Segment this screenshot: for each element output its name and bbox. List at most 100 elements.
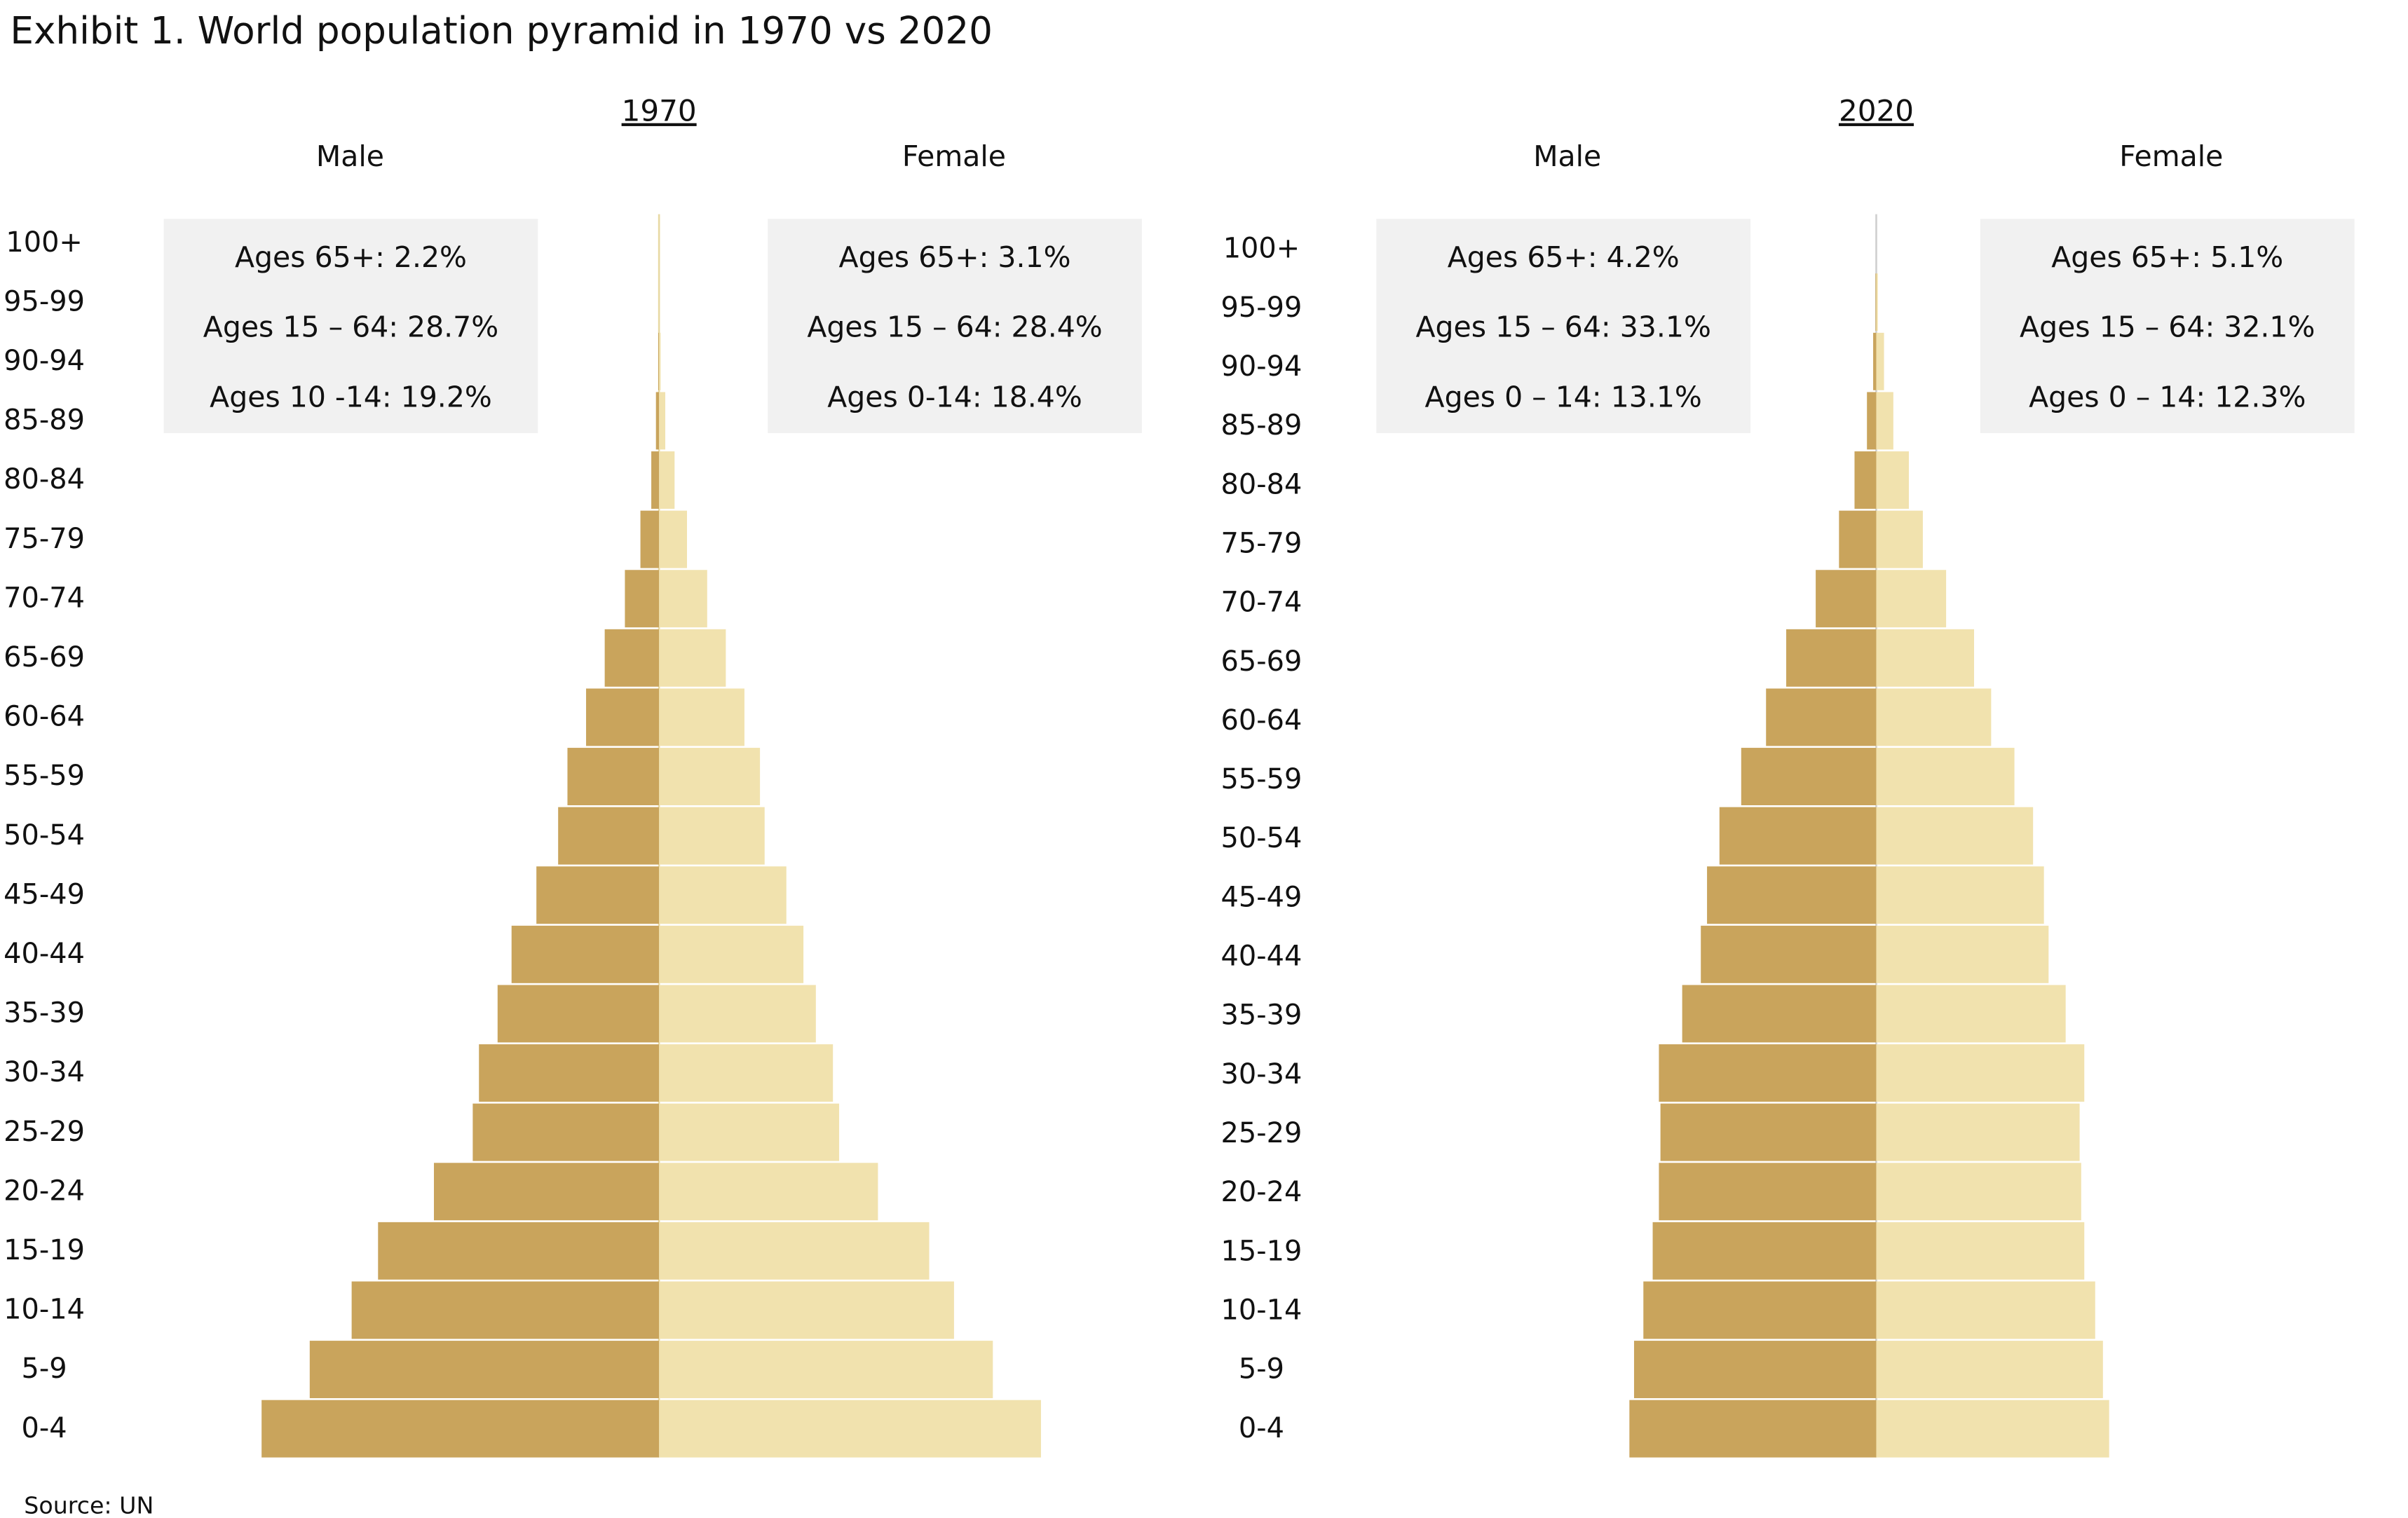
age-group-label: 15-19 bbox=[1221, 1235, 1302, 1267]
female-summary-text: Ages 15 – 64: 32.1% bbox=[2020, 310, 2315, 344]
age-group-label: 55-59 bbox=[4, 760, 85, 792]
bar-female-40-44 bbox=[1876, 925, 2049, 983]
bar-male-15-19 bbox=[1652, 1222, 1877, 1280]
bar-female-20-24 bbox=[659, 1163, 878, 1221]
bar-female-25-29 bbox=[1876, 1103, 2080, 1161]
bar-male-50-54 bbox=[1719, 807, 1877, 865]
pyramid-year-title: 1970 bbox=[622, 94, 697, 128]
age-group-label: 0-4 bbox=[22, 1412, 67, 1444]
bar-male-65-69 bbox=[1786, 629, 1877, 687]
source-note: Source: UN bbox=[24, 1491, 154, 1518]
bar-female-10-14 bbox=[659, 1281, 954, 1339]
bar-female-10-14 bbox=[1876, 1281, 2095, 1339]
bar-male-90-94 bbox=[658, 332, 660, 390]
bar-female-20-24 bbox=[1876, 1163, 2081, 1221]
bar-female-25-29 bbox=[659, 1103, 840, 1161]
age-group-label: 70-74 bbox=[4, 582, 85, 614]
bar-male-20-24 bbox=[433, 1163, 660, 1221]
age-group-label: 40-44 bbox=[4, 938, 85, 970]
bar-male-30-34 bbox=[479, 1044, 660, 1102]
age-group-label: 95-99 bbox=[4, 285, 85, 317]
bar-female-90-94 bbox=[659, 332, 661, 390]
age-group-label: 30-34 bbox=[4, 1056, 85, 1088]
female-summary-text: Ages 0-14: 18.4% bbox=[827, 380, 1082, 413]
age-group-label: 90-94 bbox=[1221, 350, 1302, 383]
bar-female-70-74 bbox=[1876, 570, 1947, 628]
female-summary-text: Ages 65+: 3.1% bbox=[839, 240, 1071, 274]
bar-male-60-64 bbox=[1766, 688, 1877, 746]
age-group-label: 90-94 bbox=[4, 345, 85, 377]
bar-female-40-44 bbox=[659, 925, 804, 983]
age-group-label: 30-34 bbox=[1221, 1058, 1302, 1090]
male-summary-text: Ages 15 – 64: 28.7% bbox=[203, 310, 498, 344]
bar-male-25-29 bbox=[472, 1103, 660, 1161]
age-group-label: 65-69 bbox=[4, 641, 85, 673]
bar-female-60-64 bbox=[659, 688, 744, 746]
age-group-label: 50-54 bbox=[1221, 822, 1302, 854]
bar-female-15-19 bbox=[659, 1222, 930, 1280]
pyramid-1970: 1970 Male Female Ages 65+: 2.2% Ages 15 – 64… bbox=[4, 94, 1142, 1458]
age-group-label: 45-49 bbox=[4, 878, 85, 910]
female-summary-text: Ages 0 – 14: 12.3% bbox=[2029, 380, 2306, 413]
bar-male-90-94 bbox=[1873, 332, 1877, 390]
bar-female-35-39 bbox=[659, 985, 816, 1043]
male-summary-text: Ages 15 – 64: 33.1% bbox=[1416, 310, 1711, 344]
bar-female-15-19 bbox=[1876, 1222, 2085, 1280]
bar-female-75-79 bbox=[659, 510, 687, 568]
bar-female-45-49 bbox=[659, 866, 787, 924]
age-group-label: 35-39 bbox=[1221, 999, 1302, 1032]
bar-male-35-39 bbox=[1682, 985, 1877, 1043]
bar-female-95-99 bbox=[1876, 273, 1878, 331]
age-group-label: 80-84 bbox=[4, 463, 85, 495]
age-group-label: 80-84 bbox=[1221, 468, 1302, 500]
bar-male-0-4 bbox=[261, 1400, 660, 1458]
bar-female-30-34 bbox=[1876, 1044, 2085, 1102]
male-column-label: Male bbox=[1533, 139, 1601, 173]
bar-female-80-84 bbox=[659, 451, 675, 509]
bar-male-55-59 bbox=[567, 748, 660, 805]
bar-female-0-4 bbox=[659, 1400, 1041, 1458]
age-group-label: 100+ bbox=[6, 226, 82, 259]
bar-male-80-84 bbox=[651, 451, 660, 509]
bar-female-30-34 bbox=[659, 1044, 834, 1102]
age-group-label: 0-4 bbox=[1239, 1412, 1284, 1444]
female-column-label: Female bbox=[2119, 139, 2223, 173]
bar-male-75-79 bbox=[1839, 510, 1877, 568]
female-column-label: Female bbox=[902, 139, 1006, 173]
female-summary-text: Ages 65+: 5.1% bbox=[2051, 240, 2283, 274]
age-group-label: 75-79 bbox=[1221, 527, 1302, 559]
bar-female-65-69 bbox=[1876, 629, 1975, 687]
bar-female-45-49 bbox=[1876, 866, 2044, 924]
bar-female-85-89 bbox=[1876, 392, 1893, 450]
female-summary-box bbox=[768, 219, 1142, 433]
age-group-label: 100+ bbox=[1223, 233, 1300, 265]
age-group-label: 60-64 bbox=[1221, 704, 1302, 737]
bar-male-0-4 bbox=[1629, 1400, 1877, 1458]
bar-female-50-54 bbox=[659, 807, 765, 865]
age-group-label: 25-29 bbox=[1221, 1117, 1302, 1149]
bar-male-45-49 bbox=[536, 866, 660, 924]
age-group-label: 20-24 bbox=[4, 1175, 85, 1207]
bar-male-30-34 bbox=[1659, 1044, 1877, 1102]
male-summary-box bbox=[1376, 219, 1751, 433]
bar-female-85-89 bbox=[659, 392, 665, 450]
bar-female-50-54 bbox=[1876, 807, 2034, 865]
bar-male-55-59 bbox=[1741, 748, 1877, 805]
bar-male-70-74 bbox=[625, 570, 660, 628]
pyramid-year-title: 2020 bbox=[1839, 94, 1914, 128]
bar-male-80-84 bbox=[1854, 451, 1877, 509]
bar-female-5-9 bbox=[659, 1341, 993, 1399]
bar-male-40-44 bbox=[511, 925, 660, 983]
age-group-label: 55-59 bbox=[1221, 763, 1302, 795]
bar-male-35-39 bbox=[497, 985, 660, 1043]
bar-male-15-19 bbox=[378, 1222, 660, 1280]
age-group-label: 15-19 bbox=[4, 1234, 85, 1266]
male-summary-text: Ages 0 – 14: 13.1% bbox=[1425, 380, 1702, 413]
female-summary-box bbox=[1980, 219, 2355, 433]
male-summary-box bbox=[163, 219, 538, 433]
bar-female-55-59 bbox=[1876, 748, 2015, 805]
bar-male-5-9 bbox=[309, 1341, 660, 1399]
bar-male-10-14 bbox=[1643, 1281, 1877, 1339]
bar-male-10-14 bbox=[351, 1281, 660, 1339]
